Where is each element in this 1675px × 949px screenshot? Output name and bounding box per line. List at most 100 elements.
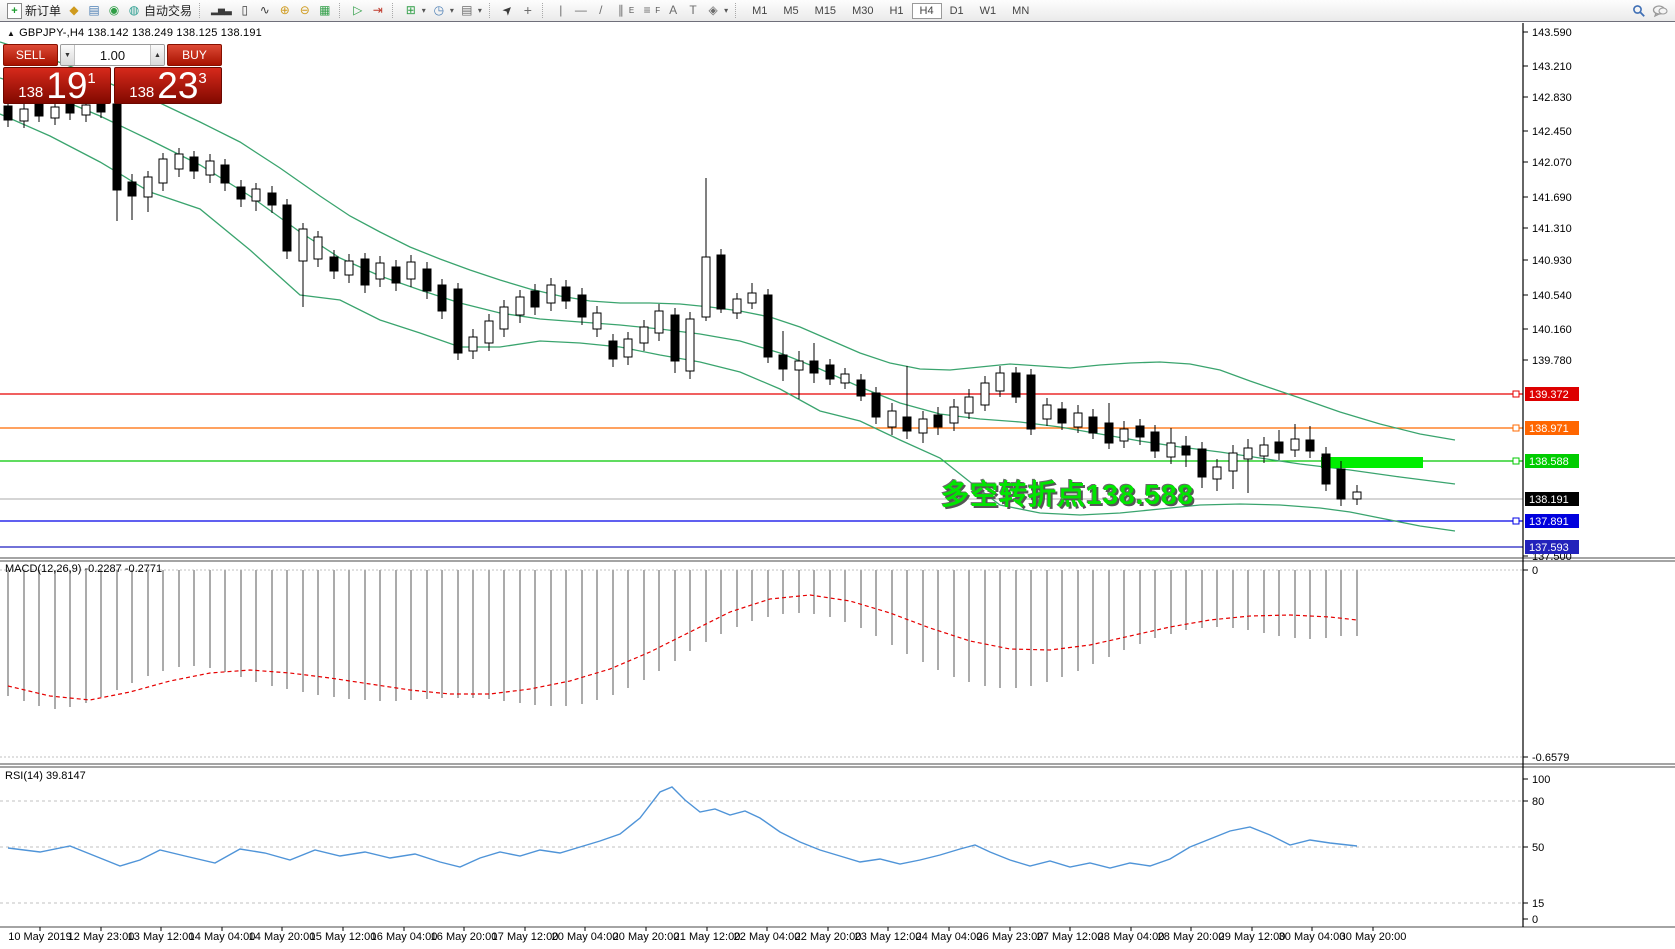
separator xyxy=(735,3,740,18)
clock-icon: ◷ xyxy=(433,3,445,17)
price-level-lines xyxy=(0,390,1523,548)
timeframe-m30[interactable]: M30 xyxy=(852,4,874,17)
volume-input[interactable] xyxy=(75,45,150,65)
crosshair-button[interactable]: + xyxy=(518,1,538,21)
templates-button[interactable]: ▤ ▾ xyxy=(457,1,485,21)
candlestick-button[interactable]: ▯ xyxy=(235,1,255,21)
price-badge: 137.891 xyxy=(1525,514,1579,528)
rsi-grid-label: 50 xyxy=(1532,842,1544,854)
cursor-button[interactable]: ➤ xyxy=(498,1,518,21)
shapes-button[interactable]: ◈ ▾ xyxy=(703,1,731,21)
volume-decrease-button[interactable]: ▼ xyxy=(61,45,75,65)
fibonacci-button[interactable]: ≡ F xyxy=(637,1,663,21)
x-axis-label: 28 May 04:00 xyxy=(1097,931,1165,943)
rsi-grid-label: 15 xyxy=(1532,898,1544,910)
chart-shift-button[interactable]: ▷ xyxy=(348,1,368,21)
buy-button[interactable]: BUY xyxy=(167,44,222,66)
svg-text:137.593: 137.593 xyxy=(1529,542,1569,554)
horizontal-line-button[interactable]: — xyxy=(571,1,591,21)
trendline-button[interactable]: / xyxy=(591,1,611,21)
autotrading-button[interactable]: ◍ 自动交易 xyxy=(124,1,195,21)
x-axis-label: 10 May 2019 xyxy=(8,931,72,943)
bar-chart-button[interactable]: ▂▅▃ xyxy=(208,1,235,21)
sell-button[interactable]: SELL xyxy=(3,44,58,66)
data-window-icon: ▤ xyxy=(88,3,100,17)
x-axis-label: 13 May 12:00 xyxy=(127,931,195,943)
chevron-down-icon: ▾ xyxy=(477,6,482,15)
collapse-triangle-icon[interactable]: ▲ xyxy=(7,29,16,38)
tile-windows-button[interactable]: ▦ xyxy=(315,1,335,21)
price-badge: 138.191 xyxy=(1525,492,1579,506)
svg-text:138.191: 138.191 xyxy=(1529,494,1569,506)
volume-increase-button[interactable]: ▲ xyxy=(150,45,164,65)
line-chart-icon: ∿ xyxy=(259,3,270,17)
sell-quote[interactable]: 138 19 1 xyxy=(3,67,111,104)
price-tick-label: 142.070 xyxy=(1532,157,1572,169)
x-axis[interactable]: 10 May 2019 12 May 23:00 13 May 12:00 14 Ma… xyxy=(0,931,1675,949)
svg-text:138.588: 138.588 xyxy=(1529,456,1569,468)
rsi-panel: 100 80 50 15 0 xyxy=(0,774,1550,926)
x-axis-label: 16 May 20:00 xyxy=(430,931,498,943)
cursor-icon: ➤ xyxy=(498,1,516,19)
search-button[interactable] xyxy=(1629,1,1649,21)
x-axis-label: 27 May 12:00 xyxy=(1036,931,1104,943)
timeframe-h4[interactable]: H4 xyxy=(911,2,942,19)
separator xyxy=(488,3,494,18)
chart-shift-icon: ▷ xyxy=(353,3,363,17)
timeframe-d1[interactable]: D1 xyxy=(949,4,964,17)
x-axis-label: 21 May 12:00 xyxy=(673,931,741,943)
x-axis-label: 22 May 20:00 xyxy=(794,931,862,943)
auto-scroll-icon: ⇥ xyxy=(372,3,383,17)
market-watch-button[interactable]: ◆ xyxy=(64,1,84,21)
timeframe-m1[interactable]: M1 xyxy=(752,4,768,17)
channel-button[interactable]: ∥ E xyxy=(611,1,637,21)
text-tool-button[interactable]: A xyxy=(663,1,683,21)
vertical-line-button[interactable]: | xyxy=(551,1,571,21)
svg-text:137.891: 137.891 xyxy=(1529,516,1569,528)
separator xyxy=(541,3,547,18)
separator xyxy=(338,3,344,18)
price-badge: 138.588 xyxy=(1525,454,1579,468)
buy-quote[interactable]: 138 23 3 xyxy=(114,67,222,104)
timeframe-m15[interactable]: M15 xyxy=(814,4,837,17)
candlestick-icon: ▯ xyxy=(241,3,249,17)
zoom-out-button[interactable]: ⊖ xyxy=(295,1,315,21)
channel-letter: E xyxy=(628,6,635,15)
x-axis-label: 12 May 23:00 xyxy=(67,931,135,943)
x-axis-label: 20 May 20:00 xyxy=(612,931,680,943)
timeframe-mn[interactable]: MN xyxy=(1012,4,1030,17)
separator xyxy=(199,3,204,18)
price-tick-label: 140.540 xyxy=(1532,290,1572,302)
new-order-button[interactable]: + 新订单 xyxy=(4,1,64,21)
periods-button[interactable]: ◷ ▾ xyxy=(429,1,457,21)
zoom-in-button[interactable]: ⊕ xyxy=(275,1,295,21)
price-badge: 139.372 xyxy=(1525,387,1579,401)
x-axis-label: 24 May 04:00 xyxy=(915,931,983,943)
price-tick-label: 140.930 xyxy=(1532,255,1572,267)
chat-button[interactable] xyxy=(1649,1,1671,21)
line-chart-button[interactable]: ∿ xyxy=(255,1,275,21)
price-tick-label: 141.310 xyxy=(1532,223,1572,235)
price-tick-label: 142.450 xyxy=(1532,126,1572,138)
data-window-button[interactable]: ▤ xyxy=(84,1,104,21)
price-tick-label: 140.160 xyxy=(1532,324,1572,336)
volume-stepper: ▼ ▲ xyxy=(60,44,165,66)
chevron-down-icon: ▾ xyxy=(449,6,454,15)
signals-button[interactable]: ◉ xyxy=(104,1,124,21)
label-tool-button[interactable]: T xyxy=(683,1,703,21)
timeframe-m5[interactable]: M5 xyxy=(783,4,799,17)
toolbar: + 新订单 ◆ ▤ ◉ ◍ 自动交易 ▂▅▃ ▯ ∿ ⊕ ⊖ ▦ ▷ ⇥ ⊞ ▾… xyxy=(0,0,1675,22)
autotrading-label: 自动交易 xyxy=(144,4,193,18)
timeframe-w1[interactable]: W1 xyxy=(979,4,997,17)
x-axis-label: 29 May 12:00 xyxy=(1218,931,1286,943)
rsi-indicator-label: RSI(14) 39.8147 xyxy=(5,770,86,782)
auto-scroll-button[interactable]: ⇥ xyxy=(368,1,388,21)
tile-windows-icon: ▦ xyxy=(319,3,331,17)
x-axis-label: 14 May 04:00 xyxy=(188,931,256,943)
sell-price-sup: 1 xyxy=(87,70,96,87)
x-axis-label: 28 May 20:00 xyxy=(1157,931,1225,943)
indicators-button[interactable]: ⊞ ▾ xyxy=(401,1,429,21)
timeframe-h1[interactable]: H1 xyxy=(889,4,904,17)
new-order-icon: + xyxy=(7,2,22,19)
